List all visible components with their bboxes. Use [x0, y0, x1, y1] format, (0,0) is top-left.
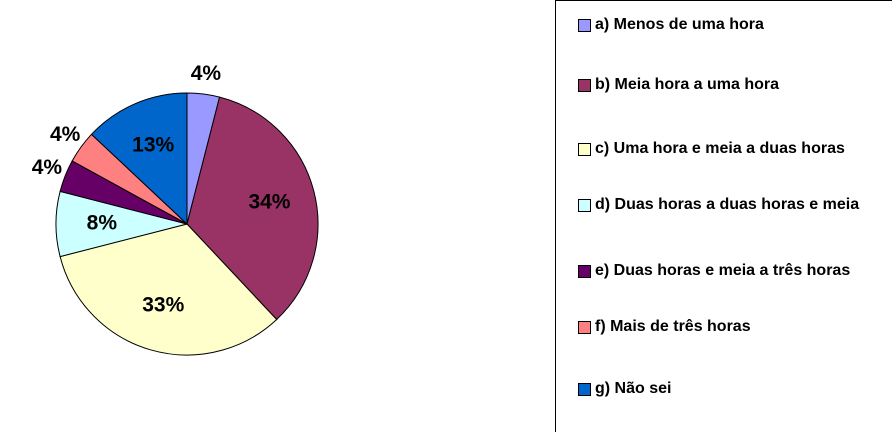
legend-swatch — [578, 19, 591, 32]
legend-item: a) Menos de uma hora — [578, 11, 860, 39]
legend-label: d) Duas horas a duas horas e meia — [595, 196, 860, 213]
legend-item: e) Duas horas e meia a três horas — [578, 257, 860, 285]
legend-swatch — [578, 321, 591, 334]
pie-slice — [90, 92, 188, 226]
legend-label: f) Mais de três horas — [595, 318, 751, 335]
legend-label: c) Uma hora e meia a duas horas — [595, 140, 845, 157]
data-label: 34% — [248, 190, 290, 213]
data-label: 13% — [132, 133, 174, 156]
legend-label: a) Menos de uma hora — [595, 16, 764, 33]
data-label: 4% — [191, 62, 222, 85]
data-label: 33% — [142, 293, 184, 316]
legend-swatch — [578, 199, 591, 212]
legend-swatch — [578, 143, 591, 156]
pie-slice — [59, 223, 278, 356]
legend-label: e) Duas horas e meia a três horas — [595, 262, 851, 279]
legend-item: f) Mais de três horas — [578, 313, 860, 341]
legend: a) Menos de uma hora b) Meia hora a uma h… — [555, 0, 892, 432]
data-label: 4% — [50, 123, 81, 146]
legend-item: c) Uma hora e meia a duas horas — [578, 135, 860, 163]
pie-slice — [186, 96, 319, 321]
legend-label: b) Meia hora a uma hora — [595, 76, 780, 93]
legend-item: g) Não sei — [578, 375, 860, 403]
legend-item: d) Duas horas a duas horas e meia — [578, 191, 860, 219]
legend-swatch — [578, 79, 591, 92]
data-label: 4% — [32, 156, 63, 179]
pie-area: 4% 34% 33% 8% 4% 4% 13% — [32, 62, 319, 356]
legend-label: g) Não sei — [595, 380, 672, 397]
legend-swatch — [578, 265, 591, 278]
legend-item: b) Meia hora a uma hora — [578, 71, 860, 99]
data-label: 8% — [87, 212, 118, 235]
legend-swatch — [578, 383, 591, 396]
